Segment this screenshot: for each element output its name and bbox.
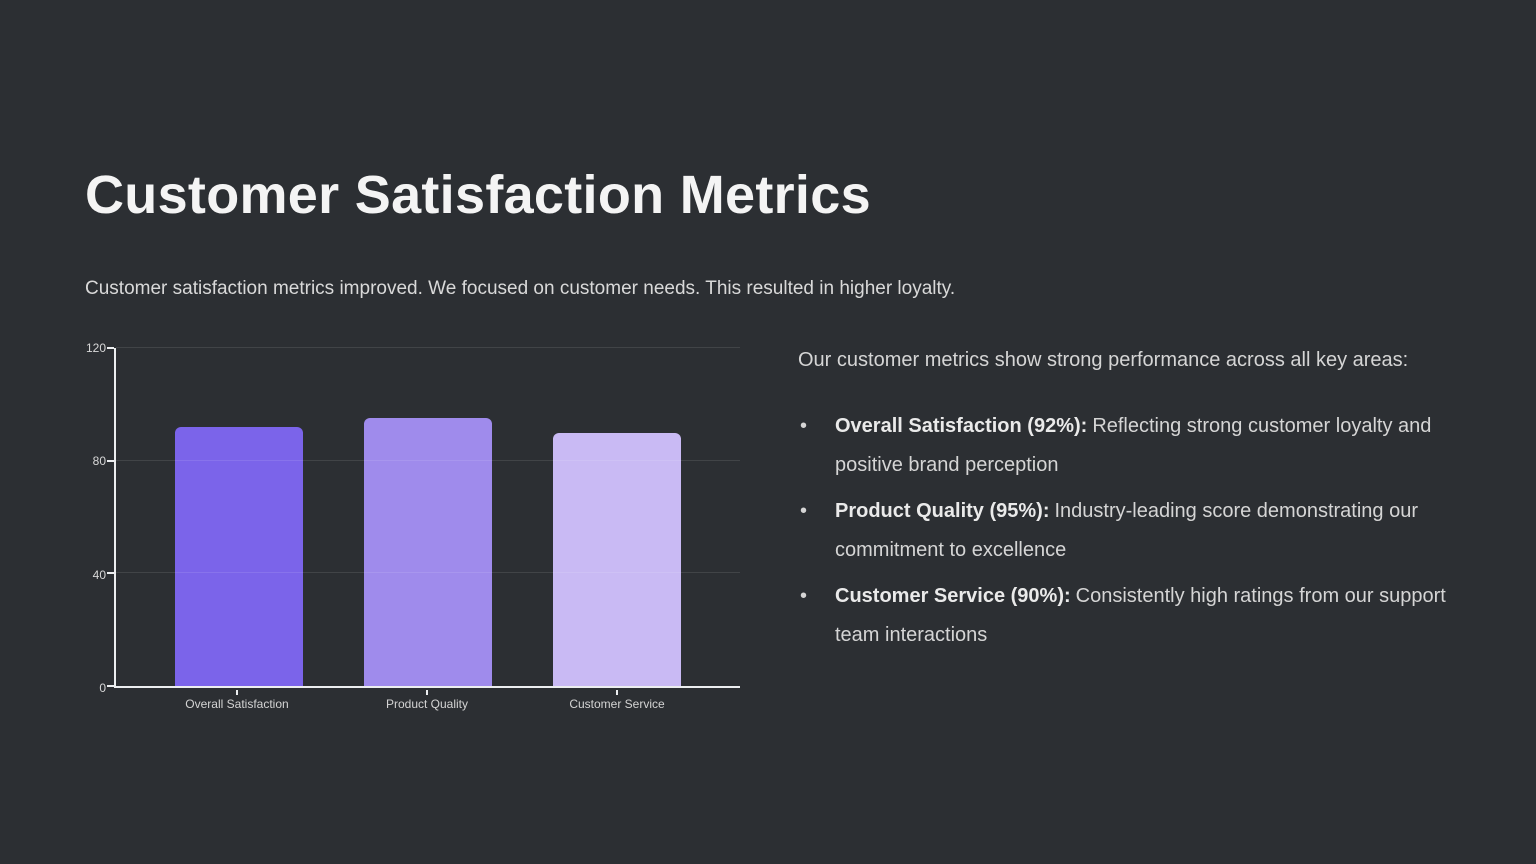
y-tick-120 <box>107 347 114 349</box>
y-tick-80 <box>107 459 114 462</box>
y-tick-40 <box>107 572 114 575</box>
chart-plot <box>107 347 740 688</box>
bullet-overall-satisfaction: • Overall Satisfaction (92%): Reflecting s… <box>798 407 1460 485</box>
gridline-80 <box>116 459 740 461</box>
bullet-description: Consistently high ratings from our suppo… <box>835 585 1446 646</box>
y-tick-label-40: 40 <box>92 567 106 582</box>
bullet-description: Industry-leading score demonstrating our… <box>835 500 1419 561</box>
x-tick-label-customer-service: Customer Service <box>569 697 665 711</box>
slide-subtitle: Customer satisfaction metrics improved. … <box>85 278 956 299</box>
y-tick-label-120: 120 <box>85 341 106 355</box>
y-tick-0 <box>107 685 114 687</box>
bullet-marker: • <box>800 500 808 522</box>
x-tick-label-overall-satisfaction: Overall Satisfaction <box>185 697 289 711</box>
x-label-slot-customer-service: Customer Service <box>522 690 712 714</box>
bullet-bold-text: Customer Service (90%): <box>835 585 1071 607</box>
bar-product-quality <box>363 418 492 686</box>
bar-customer-service <box>553 432 682 686</box>
gridline-40 <box>116 572 740 574</box>
x-tick-overall-satisfaction <box>236 690 238 695</box>
y-tick-label-0: 0 <box>99 681 106 695</box>
bar-slot-overall-satisfaction <box>144 348 333 686</box>
bullet-description: Reflecting strong customer loyalty and p… <box>835 415 1432 476</box>
x-label-slot-product-quality: Product Quality <box>332 690 522 714</box>
bullet-product-quality: • Product Quality (95%): Industry-leading … <box>798 492 1460 570</box>
bullet-bold-text: Overall Satisfaction (92%): <box>835 415 1088 437</box>
x-axis-labels: Overall Satisfaction Product Quality Custo… <box>114 690 740 714</box>
details-column: Our customer metrics show strong perform… <box>798 341 1460 662</box>
x-label-slot-overall-satisfaction: Overall Satisfaction <box>142 690 332 714</box>
bar-overall-satisfaction <box>174 426 303 686</box>
x-tick-label-product-quality: Product Quality <box>385 697 469 711</box>
bar-chart: 0 40 80 120 Overall Satisfaction Product Qua… <box>85 340 741 714</box>
details-intro: Our customer metrics show strong perform… <box>798 349 1409 371</box>
y-tick-label-80: 80 <box>92 454 106 469</box>
bullet-marker: • <box>800 415 808 437</box>
y-axis-labels: 0 40 80 120 <box>85 341 106 695</box>
page-title: Customer Satisfaction Metrics <box>85 165 871 226</box>
bullet-customer-service: • Customer Service (90%): Consistently hig… <box>798 577 1460 655</box>
x-tick-product-quality <box>426 690 428 695</box>
x-tick-customer-service <box>616 690 618 695</box>
bullet-bold-text: Product Quality (95%): <box>835 500 1050 522</box>
bar-slot-product-quality <box>333 348 522 686</box>
bullet-list: • Overall Satisfaction (92%): Reflecting s… <box>798 407 1460 655</box>
chart-bars <box>116 348 740 686</box>
bar-slot-customer-service <box>523 348 712 686</box>
gridline-120 <box>116 347 740 348</box>
bullet-marker: • <box>800 585 808 607</box>
